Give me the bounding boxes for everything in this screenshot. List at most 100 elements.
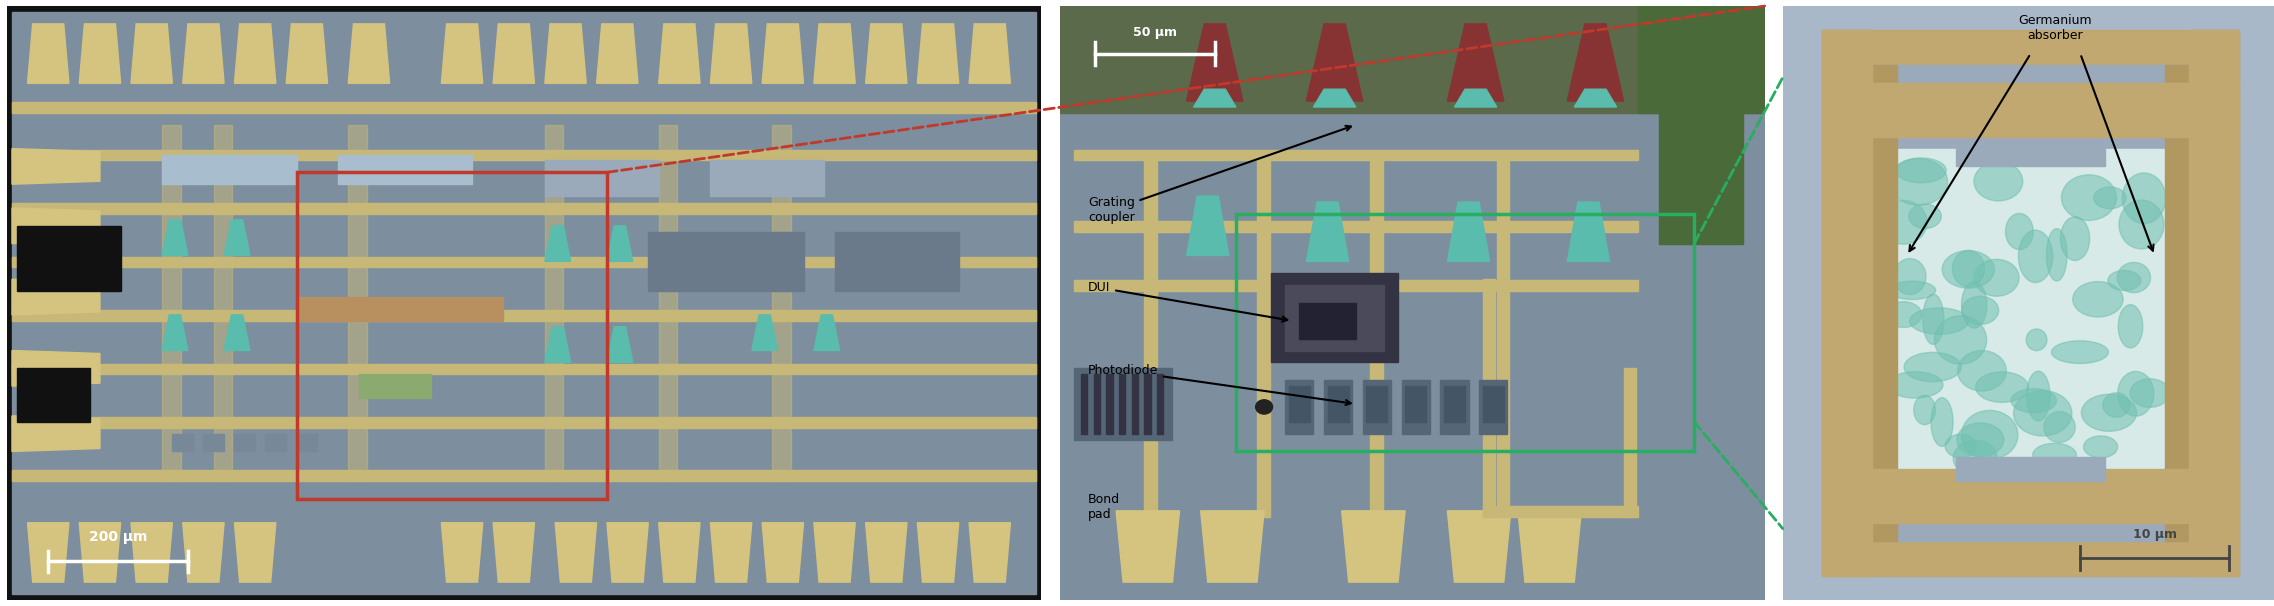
- Polygon shape: [546, 24, 587, 83]
- Polygon shape: [287, 24, 327, 83]
- Bar: [11, 364, 1037, 375]
- Bar: [1624, 368, 1637, 517]
- Bar: [1237, 214, 1694, 451]
- Ellipse shape: [1958, 350, 2006, 391]
- Polygon shape: [1305, 24, 1362, 101]
- Polygon shape: [814, 24, 855, 83]
- Polygon shape: [27, 24, 68, 83]
- Ellipse shape: [1962, 410, 2017, 459]
- Polygon shape: [11, 416, 100, 451]
- Text: 200 μm: 200 μm: [89, 530, 148, 544]
- Bar: [1401, 380, 1430, 434]
- Ellipse shape: [2012, 391, 2072, 436]
- Bar: [161, 155, 296, 184]
- Bar: [1483, 386, 1503, 422]
- Ellipse shape: [1942, 251, 1994, 288]
- Bar: [1439, 380, 1469, 434]
- Polygon shape: [916, 24, 960, 83]
- Bar: [1060, 6, 1765, 113]
- Bar: [1660, 113, 1744, 244]
- Text: Grating
coupler: Grating coupler: [1087, 126, 1351, 224]
- Polygon shape: [493, 523, 534, 582]
- Ellipse shape: [1953, 440, 1997, 476]
- Ellipse shape: [2026, 371, 2051, 421]
- Polygon shape: [916, 523, 960, 582]
- Polygon shape: [1519, 511, 1580, 582]
- Bar: [1821, 469, 2240, 523]
- Polygon shape: [596, 24, 639, 83]
- Ellipse shape: [2072, 282, 2124, 317]
- Ellipse shape: [1890, 281, 1935, 299]
- Polygon shape: [1194, 89, 1237, 107]
- Polygon shape: [27, 523, 68, 582]
- Polygon shape: [659, 523, 700, 582]
- Bar: [1478, 380, 1508, 434]
- Bar: [1956, 142, 2106, 167]
- Bar: [1144, 375, 1151, 434]
- Bar: [161, 125, 180, 481]
- Bar: [659, 125, 678, 481]
- Bar: [709, 161, 823, 196]
- Polygon shape: [1455, 89, 1496, 107]
- Ellipse shape: [1935, 316, 1987, 364]
- Polygon shape: [441, 523, 482, 582]
- Polygon shape: [80, 523, 121, 582]
- Polygon shape: [1187, 196, 1228, 256]
- Bar: [1073, 221, 1637, 231]
- Bar: [214, 125, 232, 481]
- Polygon shape: [1574, 89, 1617, 107]
- Bar: [1405, 386, 1426, 422]
- Bar: [546, 125, 564, 481]
- Bar: [2190, 30, 2240, 576]
- Text: Photodiode: Photodiode: [1087, 364, 1351, 405]
- Polygon shape: [234, 24, 275, 83]
- Polygon shape: [866, 24, 907, 83]
- Ellipse shape: [1878, 201, 1926, 244]
- Bar: [1369, 161, 1383, 517]
- Polygon shape: [762, 24, 803, 83]
- Bar: [234, 434, 255, 451]
- Polygon shape: [753, 315, 778, 350]
- Bar: [1323, 380, 1353, 434]
- Polygon shape: [493, 24, 534, 83]
- Ellipse shape: [2033, 443, 2076, 467]
- Bar: [773, 125, 791, 481]
- Ellipse shape: [1974, 259, 2019, 296]
- Bar: [1956, 458, 2106, 481]
- Bar: [11, 102, 1037, 113]
- Bar: [1892, 148, 2169, 481]
- Polygon shape: [1201, 511, 1264, 582]
- Bar: [1821, 83, 2240, 137]
- Ellipse shape: [2108, 270, 2140, 290]
- Polygon shape: [161, 220, 189, 256]
- Ellipse shape: [2047, 228, 2067, 281]
- Polygon shape: [546, 226, 571, 261]
- Ellipse shape: [1953, 250, 1985, 287]
- Bar: [546, 161, 659, 196]
- Polygon shape: [11, 279, 100, 315]
- Bar: [1821, 30, 1872, 576]
- Polygon shape: [709, 24, 753, 83]
- Bar: [1328, 386, 1348, 422]
- Polygon shape: [234, 523, 275, 582]
- Bar: [11, 417, 1037, 428]
- Polygon shape: [1117, 511, 1180, 582]
- Bar: [11, 203, 1037, 214]
- Bar: [173, 434, 193, 451]
- Polygon shape: [1567, 202, 1610, 261]
- Polygon shape: [866, 523, 907, 582]
- Bar: [1496, 161, 1510, 517]
- Bar: [11, 257, 1037, 267]
- Ellipse shape: [1894, 259, 1926, 295]
- Bar: [1271, 273, 1399, 362]
- Polygon shape: [441, 24, 482, 83]
- Ellipse shape: [2119, 200, 2165, 249]
- Bar: [359, 375, 432, 398]
- Ellipse shape: [2081, 395, 2138, 431]
- Polygon shape: [1187, 24, 1244, 101]
- Polygon shape: [814, 523, 855, 582]
- Polygon shape: [132, 24, 173, 83]
- Bar: [1483, 279, 1496, 517]
- Ellipse shape: [2060, 217, 2090, 261]
- Ellipse shape: [1897, 158, 1947, 183]
